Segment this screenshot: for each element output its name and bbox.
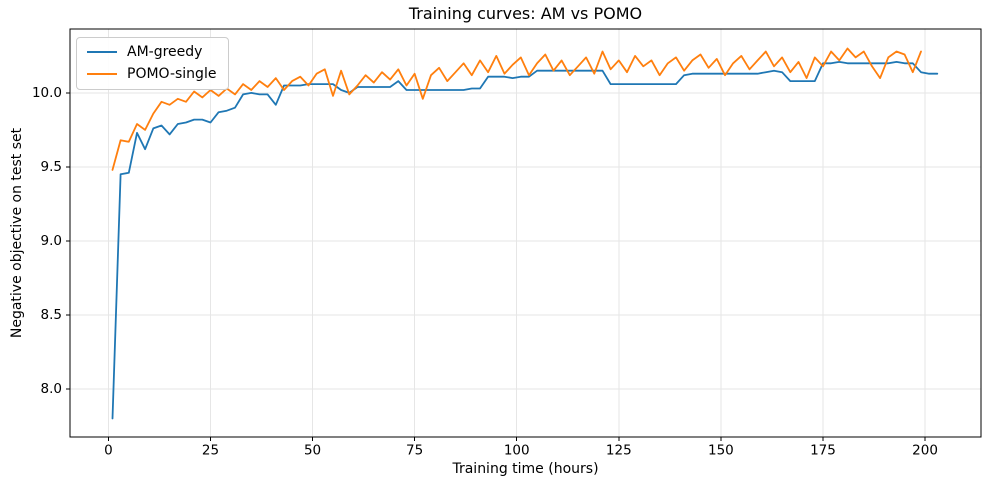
svg-text:125: 125 [606, 443, 632, 459]
svg-text:150: 150 [708, 443, 734, 459]
svg-text:8.0: 8.0 [41, 381, 62, 397]
svg-text:100: 100 [504, 443, 530, 459]
y-axis-label: Negative objective on test set [9, 127, 25, 339]
svg-text:75: 75 [406, 443, 423, 459]
pomo-single-line-swatch [87, 73, 117, 75]
am-greedy-line-swatch [87, 51, 117, 53]
svg-text:8.5: 8.5 [41, 307, 62, 323]
svg-text:9.5: 9.5 [41, 159, 62, 175]
svg-text:175: 175 [810, 443, 836, 459]
chart-title: Training curves: AM vs POMO [408, 4, 643, 23]
legend-item-am-greedy: AM-greedy [87, 45, 216, 59]
legend: AM-greedy POMO-single [76, 37, 230, 90]
svg-text:10.0: 10.0 [32, 85, 62, 101]
svg-text:25: 25 [202, 443, 219, 459]
svg-text:50: 50 [304, 443, 321, 459]
x-axis-label: Training time (hours) [452, 461, 599, 477]
svg-text:0: 0 [104, 443, 113, 459]
legend-label-pomo-single: POMO-single [127, 66, 217, 82]
legend-label-am-greedy: AM-greedy [127, 44, 203, 60]
svg-text:200: 200 [912, 443, 938, 459]
svg-text:9.0: 9.0 [41, 233, 62, 249]
legend-item-pomo-single: POMO-single [87, 67, 216, 81]
